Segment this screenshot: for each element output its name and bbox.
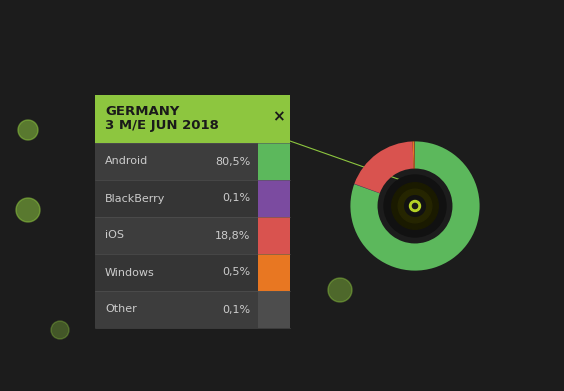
Bar (258, 217, 290, 254)
Text: 3 M/E JUN 2018: 3 M/E JUN 2018 (105, 119, 219, 132)
Text: Other: Other (105, 305, 136, 314)
Circle shape (392, 183, 438, 229)
Text: 80,5%: 80,5% (215, 156, 250, 167)
Text: iOS: iOS (105, 231, 124, 240)
Circle shape (412, 203, 417, 208)
Text: Windows: Windows (105, 267, 155, 278)
Circle shape (51, 321, 69, 339)
Bar (95, 95, 290, 143)
Circle shape (409, 201, 421, 212)
Text: GERMANY: GERMANY (105, 105, 179, 118)
Text: ×: × (272, 109, 284, 124)
Bar (95, 217, 258, 254)
Text: BlackBerry: BlackBerry (105, 194, 165, 203)
Bar (95, 180, 258, 217)
Text: 0,1%: 0,1% (222, 194, 250, 203)
Circle shape (328, 278, 352, 302)
Circle shape (384, 175, 446, 237)
Circle shape (16, 198, 40, 222)
Wedge shape (412, 142, 415, 169)
Bar (95, 291, 258, 328)
Circle shape (404, 196, 425, 216)
Bar (95, 254, 258, 291)
Text: Android: Android (105, 156, 148, 167)
Wedge shape (354, 184, 380, 193)
Text: 18,8%: 18,8% (215, 231, 250, 240)
Bar (258, 143, 290, 180)
Wedge shape (350, 142, 479, 271)
Text: 0,5%: 0,5% (222, 267, 250, 278)
Wedge shape (354, 142, 413, 193)
Text: 0,1%: 0,1% (222, 305, 250, 314)
Bar (95, 143, 258, 180)
Circle shape (18, 120, 38, 140)
Circle shape (398, 189, 432, 223)
Bar (258, 291, 290, 328)
Bar (258, 180, 290, 217)
Bar (258, 254, 290, 291)
